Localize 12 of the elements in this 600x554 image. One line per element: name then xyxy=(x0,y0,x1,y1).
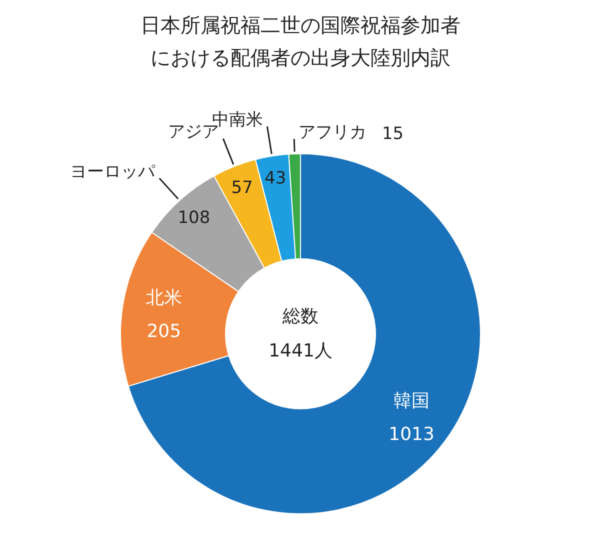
slice-label: アフリカ xyxy=(298,122,366,142)
slice-label: 韓国 xyxy=(394,390,430,412)
data-label: 1013 xyxy=(388,424,434,446)
slice-label: 北米 xyxy=(146,287,182,308)
data-label: 43 xyxy=(264,168,286,189)
data-label: 108 xyxy=(178,208,210,228)
chart-title: 日本所属祝福二世の国際祝福参加者における配偶者の出身大陸別内訳 xyxy=(140,13,460,70)
data-label: 15 xyxy=(382,124,404,144)
data-label: 205 xyxy=(146,321,182,342)
text: 総数 1441人 xyxy=(268,306,332,362)
data-label: 57 xyxy=(231,178,253,198)
slice-label: ヨーロッパ xyxy=(70,162,156,182)
